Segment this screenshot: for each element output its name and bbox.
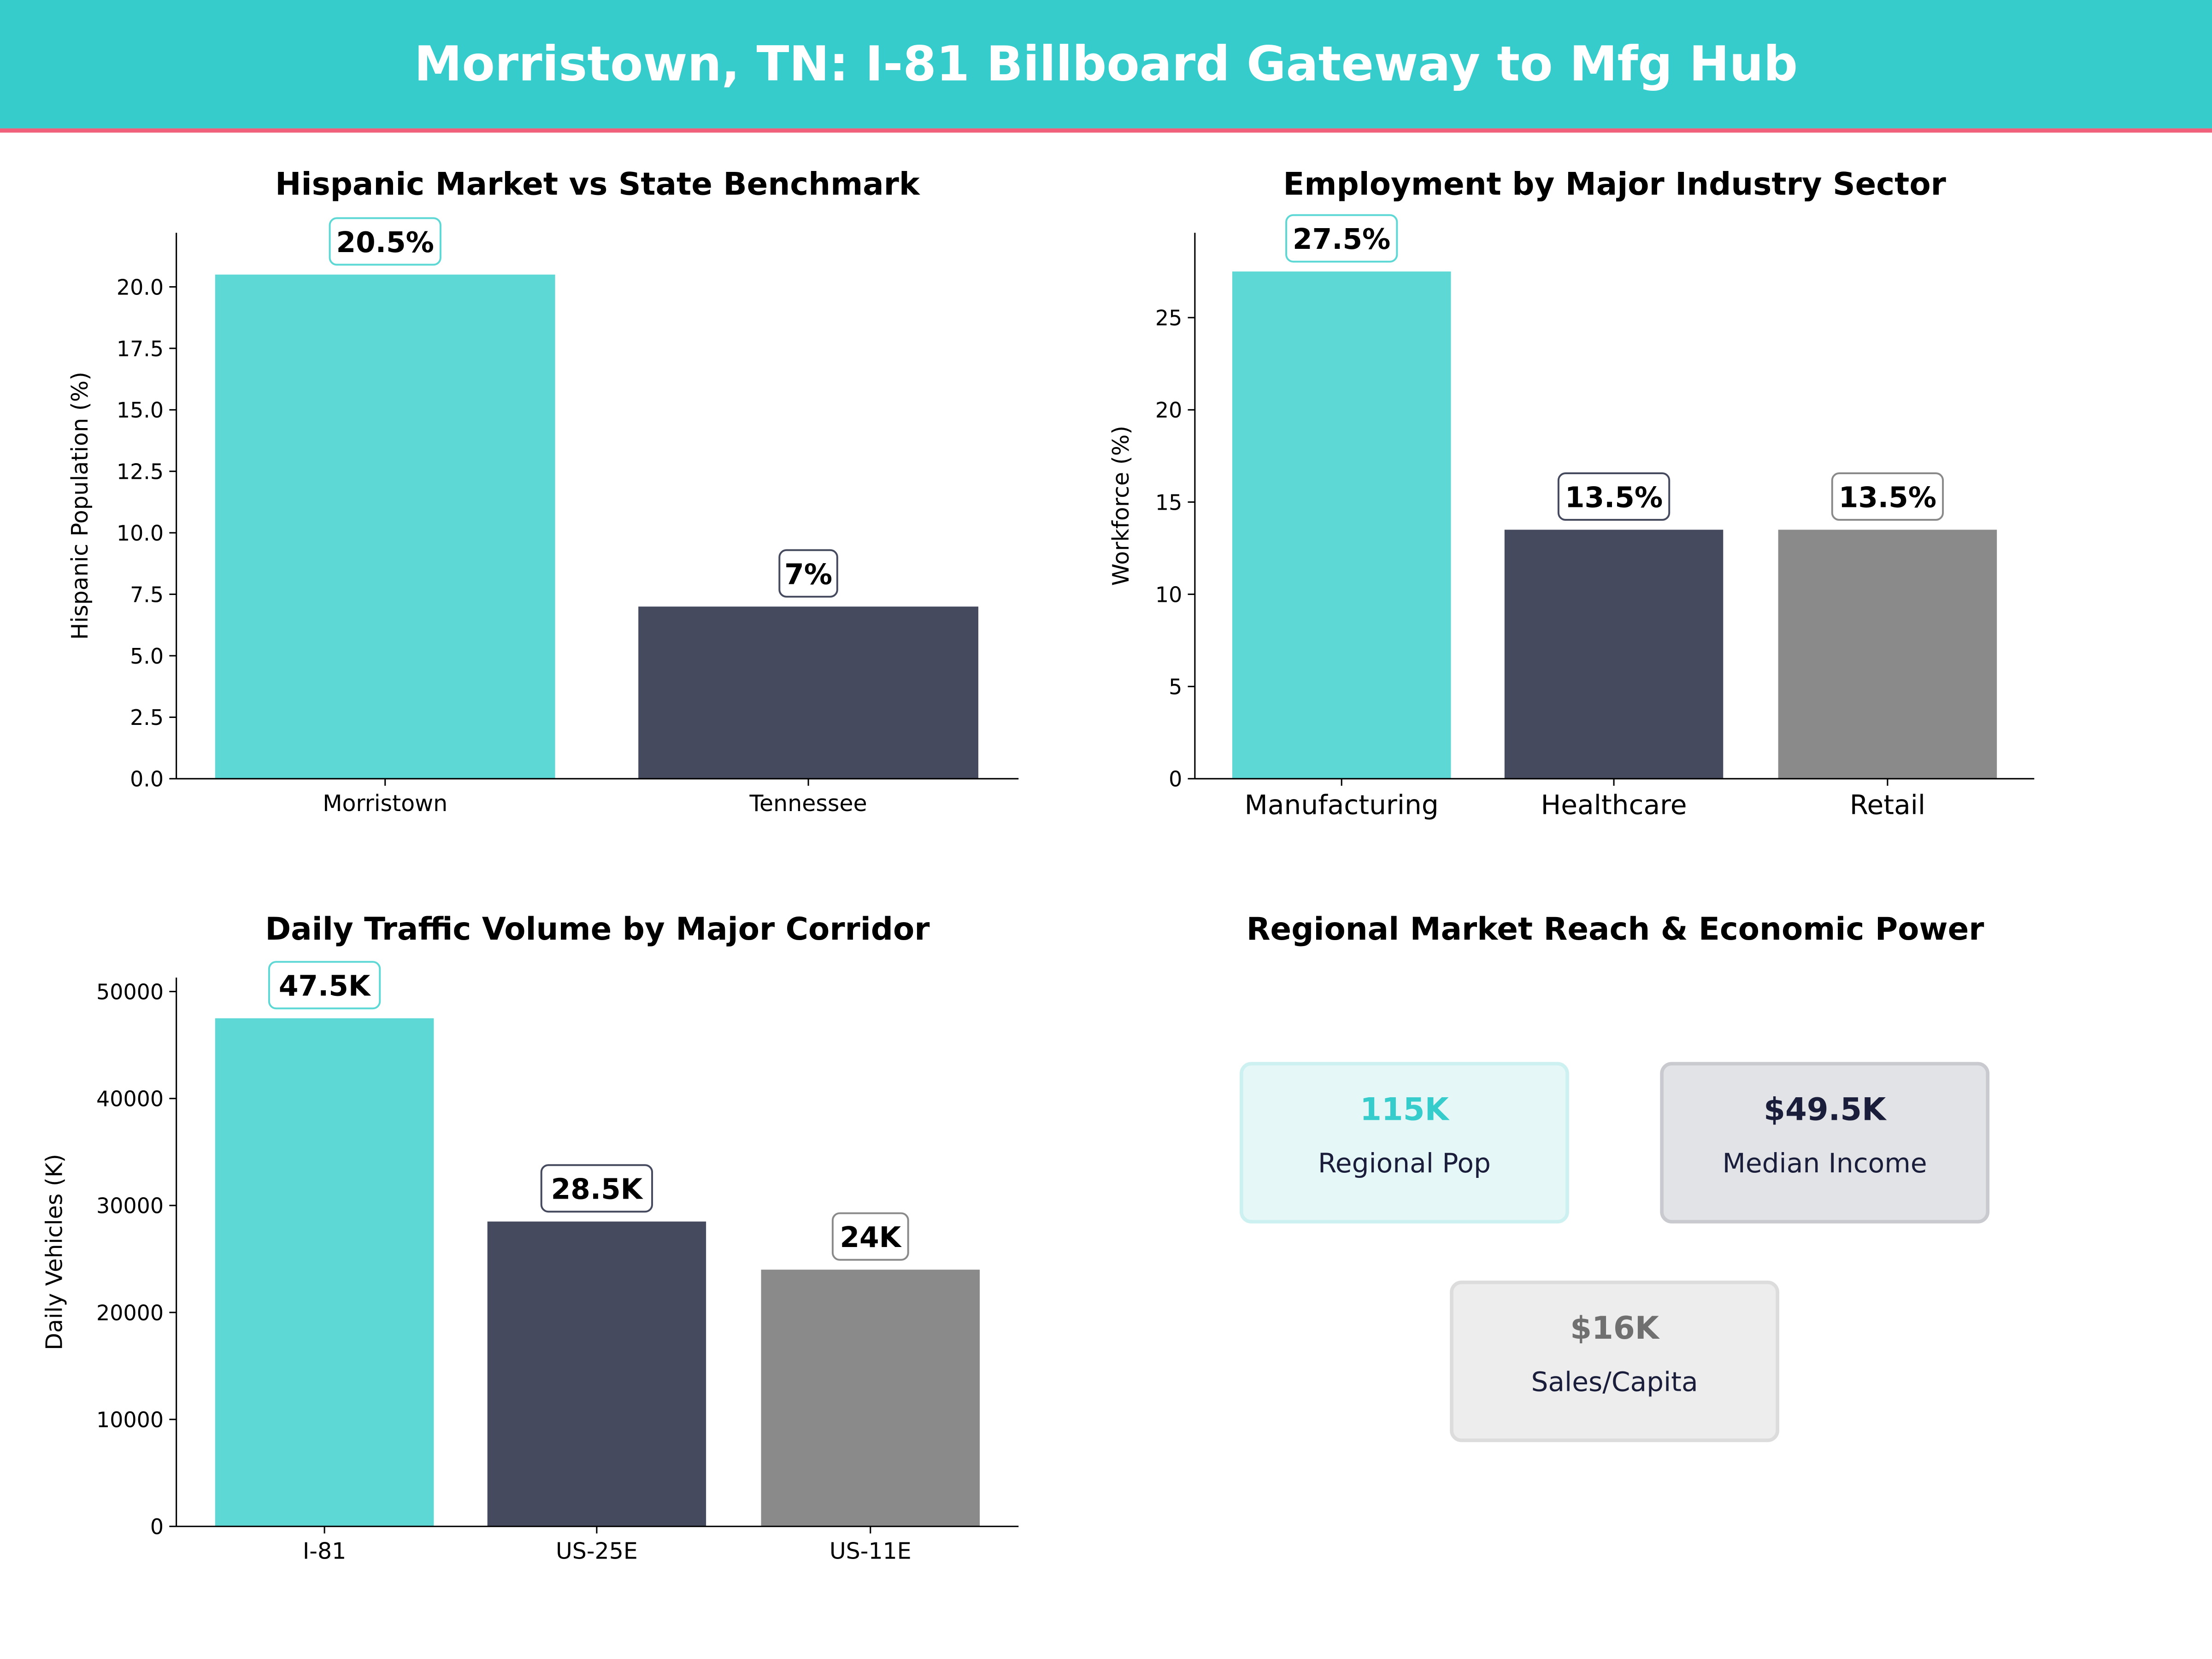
page-title: Morristown, TN: I-81 Billboard Gateway t…: [414, 35, 1798, 92]
y-tick-label: 15.0: [117, 398, 164, 423]
panel-title: Regional Market Reach & Economic Power: [1247, 911, 1984, 947]
card-label: Regional Pop: [1318, 1147, 1491, 1179]
x-tick-label: I-81: [303, 1538, 346, 1565]
card-value: $49.5K: [1764, 1091, 1887, 1128]
data-label: 7%: [784, 558, 832, 591]
y-tick-label: 10000: [96, 1407, 164, 1432]
y-tick-label: 17.5: [117, 336, 164, 361]
card-background: [1450, 1280, 1779, 1442]
bar-us-11e: [761, 1270, 980, 1527]
metric-card-regional-pop: 115K Regional Pop: [1240, 1062, 1569, 1224]
y-axis-label: Daily Vehicles (K): [41, 1154, 68, 1350]
y-tick-label: 2.5: [130, 705, 164, 730]
data-label-box: [778, 549, 838, 598]
data-label-box: [1285, 214, 1398, 263]
data-label-box: [329, 217, 441, 266]
hispanic-market-chart: Hispanic Market vs State Benchmark Hispan…: [67, 165, 1019, 817]
x-tick-label: Healthcare: [1541, 789, 1687, 820]
y-tick-label: 5: [1169, 675, 1182, 700]
chart-title: Hispanic Market vs State Benchmark: [275, 165, 921, 202]
data-label: 13.5%: [1839, 481, 1936, 514]
card-background: [1240, 1062, 1569, 1224]
market-reach-panel: Regional Market Reach & Economic Power 1…: [1240, 911, 1990, 1442]
data-label-box: [1557, 472, 1671, 521]
y-tick-label: 12.5: [117, 459, 164, 484]
card-background: [1660, 1062, 1990, 1224]
x-tick-label: Morristown: [323, 790, 447, 817]
y-tick-label: 10: [1155, 582, 1182, 607]
chart-title: Daily Traffic Volume by Major Corridor: [265, 911, 930, 947]
data-label: 28.5K: [551, 1173, 644, 1206]
bar-retail: [1778, 529, 1997, 779]
bar-manufacturing: [1232, 271, 1451, 779]
y-tick-label: 25: [1155, 306, 1182, 330]
y-tick-label: 0.0: [130, 767, 164, 792]
y-tick-label: 0: [1169, 767, 1182, 792]
y-tick-label: 7.5: [130, 582, 164, 607]
y-tick-label: 30000: [96, 1194, 164, 1218]
y-tick-label: 20: [1155, 398, 1182, 423]
data-label-box: [268, 961, 381, 1010]
bar-healthcare: [1504, 529, 1724, 779]
metric-card-sales-capita: $16K Sales/Capita: [1450, 1280, 1779, 1442]
bar-morristown: [215, 274, 555, 779]
y-tick-label: 0: [150, 1514, 164, 1539]
card-value: $16K: [1570, 1310, 1660, 1346]
card-label: Median Income: [1723, 1147, 1927, 1179]
x-tick-label: Manufacturing: [1245, 789, 1439, 820]
data-label-box: [1831, 472, 1944, 521]
data-label-box: [831, 1212, 909, 1261]
bar-i-81: [215, 1018, 434, 1527]
card-label: Sales/Capita: [1531, 1366, 1698, 1397]
y-tick-label: 20.0: [117, 275, 164, 300]
data-label: 47.5K: [279, 970, 371, 1003]
data-label: 20.5%: [336, 226, 434, 259]
data-label-box: [540, 1164, 653, 1213]
card-value: 115K: [1360, 1091, 1450, 1128]
chart-title: Employment by Major Industry Sector: [1283, 165, 1946, 202]
y-axis-label: Workforce (%): [1108, 426, 1134, 586]
bar-tennessee: [638, 606, 978, 779]
y-tick-label: 5.0: [130, 644, 164, 669]
x-tick-label: Retail: [1850, 789, 1925, 820]
employment-sector-chart: Employment by Major Industry Sector Workf…: [1108, 165, 2035, 820]
data-label: 13.5%: [1565, 481, 1663, 514]
y-axis-label: Hispanic Population (%): [67, 372, 93, 640]
y-tick-label: 10.0: [117, 521, 164, 546]
x-tick-label: US-11E: [830, 1538, 912, 1565]
header-bar: [0, 0, 2212, 129]
y-tick-label: 20000: [96, 1300, 164, 1325]
x-tick-label: Tennessee: [749, 790, 867, 817]
traffic-volume-chart: Daily Traffic Volume by Major Corridor Da…: [41, 911, 1019, 1565]
x-tick-label: US-25E: [556, 1538, 638, 1565]
metric-card-median-income: $49.5K Median Income: [1660, 1062, 1990, 1224]
header-accent-line: [0, 128, 2212, 133]
data-label: 27.5%: [1293, 223, 1390, 256]
bar-us-25e: [487, 1221, 706, 1527]
data-label: 24K: [840, 1221, 902, 1254]
y-tick-label: 50000: [96, 979, 164, 1004]
y-tick-label: 15: [1155, 490, 1182, 515]
y-tick-label: 40000: [96, 1087, 164, 1112]
